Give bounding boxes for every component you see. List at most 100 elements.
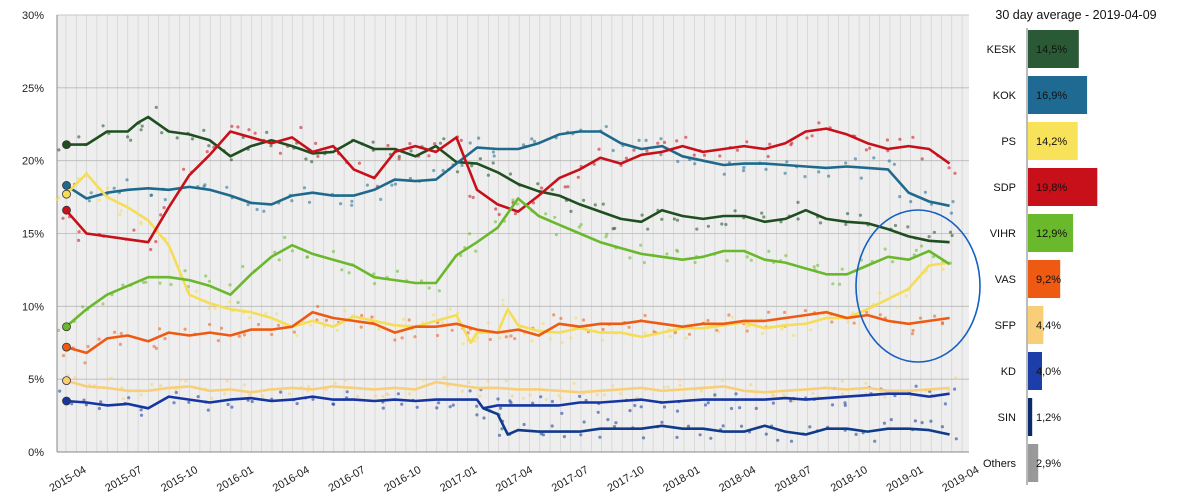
poll-dot-kok bbox=[521, 143, 526, 147]
poll-dot-kesk bbox=[202, 128, 206, 132]
poll-dot-vihr bbox=[305, 255, 309, 259]
poll-dot-sfp bbox=[159, 384, 163, 388]
poll-dot-kd bbox=[172, 401, 176, 405]
poll-dot-kok bbox=[149, 193, 154, 197]
poll-dot-sfp bbox=[225, 379, 229, 383]
poll-dot-kok bbox=[611, 148, 615, 153]
start-marker-kok bbox=[62, 181, 71, 190]
poll-dot-vihr bbox=[554, 233, 559, 237]
poll-dot-kesk bbox=[762, 215, 766, 219]
poll-dot-kesk bbox=[126, 135, 130, 139]
poll-dot-vas bbox=[504, 335, 508, 339]
poll-dot-ps bbox=[106, 186, 110, 190]
poll-dot-kesk bbox=[175, 136, 179, 140]
poll-dot-sdp bbox=[182, 167, 186, 171]
start-marker-sdp bbox=[62, 205, 71, 215]
poll-dot-ps bbox=[335, 328, 339, 332]
poll-dot-sfp bbox=[700, 389, 704, 393]
poll-dot-sin bbox=[550, 424, 554, 428]
bar-kd bbox=[1028, 352, 1042, 390]
bar-panel-title: 30 day average - 2019-04-09 bbox=[995, 8, 1156, 22]
poll-dot-kok bbox=[255, 207, 259, 212]
poll-dot-kesk bbox=[646, 227, 650, 231]
poll-dot-vas bbox=[324, 318, 328, 322]
poll-dot-vas bbox=[163, 337, 167, 341]
poll-dot-sfp bbox=[121, 397, 125, 401]
poll-dot-sfp bbox=[749, 383, 753, 387]
poll-dot-sdp bbox=[645, 149, 649, 153]
poll-dot-ps bbox=[486, 321, 490, 325]
poll-dot-sdp bbox=[789, 143, 793, 147]
poll-dot-sdp bbox=[920, 157, 924, 161]
bar-label-sfp: SFP bbox=[995, 320, 1016, 332]
poll-dot-vas bbox=[910, 332, 915, 336]
poll-dot-sin bbox=[582, 420, 586, 424]
poll-dot-kok bbox=[203, 183, 207, 187]
poll-dot-ps bbox=[264, 311, 268, 315]
y-tick-label: 10% bbox=[22, 301, 44, 313]
bar-sfp bbox=[1028, 306, 1044, 344]
poll-dot-kd bbox=[196, 395, 200, 399]
poll-dot-ps bbox=[878, 291, 882, 295]
poll-dot-vas bbox=[673, 331, 677, 335]
poll-dot-kesk bbox=[582, 198, 586, 202]
poll-dot-ps bbox=[498, 336, 502, 340]
poll-dot-ps bbox=[475, 336, 479, 340]
poll-dot-vas bbox=[61, 354, 66, 358]
poll-dot-sin bbox=[497, 433, 502, 437]
poll-dot-sfp bbox=[666, 385, 670, 389]
poll-dot-vihr bbox=[831, 282, 835, 286]
poll-dot-kd bbox=[789, 399, 793, 403]
poll-dot-sfp bbox=[635, 396, 639, 400]
poll-dot-kesk bbox=[601, 202, 605, 206]
poll-dot-vas bbox=[727, 313, 731, 317]
poll-dot-vihr bbox=[725, 259, 729, 263]
bar-kesk bbox=[1028, 30, 1079, 68]
poll-dot-vas bbox=[183, 327, 187, 331]
poll-dot-vas bbox=[360, 313, 364, 318]
poll-dot-sdp bbox=[132, 228, 136, 232]
poll-dot-sdp bbox=[471, 195, 475, 200]
poll-dot-kesk bbox=[550, 188, 554, 192]
poll-dot-kesk bbox=[932, 230, 937, 234]
poll-dot-sdp bbox=[397, 157, 401, 161]
poll-dot-vihr bbox=[784, 254, 788, 258]
poll-dot-kd bbox=[174, 390, 178, 395]
poll-dot-sfp bbox=[248, 393, 252, 397]
poll-dot-kok bbox=[460, 163, 464, 167]
poll-dot-kok bbox=[290, 199, 294, 203]
poll-dot-sdp bbox=[768, 142, 772, 146]
poll-dot-kd bbox=[713, 393, 717, 397]
poll-dot-sfp bbox=[486, 379, 490, 383]
poll-dot-kok bbox=[898, 195, 902, 199]
poll-dot-kd bbox=[703, 403, 708, 407]
poll-dot-kesk bbox=[470, 164, 474, 168]
poll-dot-sdp bbox=[745, 140, 749, 144]
poll-dot-vas bbox=[237, 334, 241, 338]
poll-dot-sfp bbox=[223, 392, 227, 396]
poll-dot-kesk bbox=[442, 137, 446, 141]
poll-dot-sdp bbox=[885, 138, 890, 142]
poll-dot-kok bbox=[125, 178, 129, 182]
poll-dot-sdp bbox=[702, 153, 707, 157]
poll-dot-kd bbox=[496, 397, 500, 401]
poll-dot-vihr bbox=[749, 258, 753, 262]
poll-dot-sin bbox=[764, 432, 768, 436]
y-axis-tick-labels: 0% 5% 10% 15% 20% 25% 30% bbox=[22, 10, 44, 459]
poll-dot-vas bbox=[118, 342, 122, 346]
poll-dot-kok bbox=[722, 172, 726, 176]
poll-dot-sdp bbox=[953, 171, 957, 175]
poll-dot-sdp bbox=[656, 141, 660, 145]
poll-dot-sdp bbox=[357, 161, 361, 165]
poll-dot-vihr bbox=[577, 225, 581, 229]
poll-dot-sfp bbox=[106, 377, 110, 381]
poll-dot-sin bbox=[606, 418, 610, 422]
poll-dot-ps bbox=[448, 307, 452, 311]
poll-dot-kok bbox=[350, 203, 354, 207]
poll-dot-kesk bbox=[57, 148, 61, 152]
poll-dot-sdp bbox=[77, 230, 81, 234]
poll-dot-sin bbox=[954, 437, 958, 441]
poll-dot-kok bbox=[492, 154, 496, 158]
poll-dot-vihr bbox=[816, 263, 820, 267]
poll-dot-kok bbox=[302, 186, 307, 190]
